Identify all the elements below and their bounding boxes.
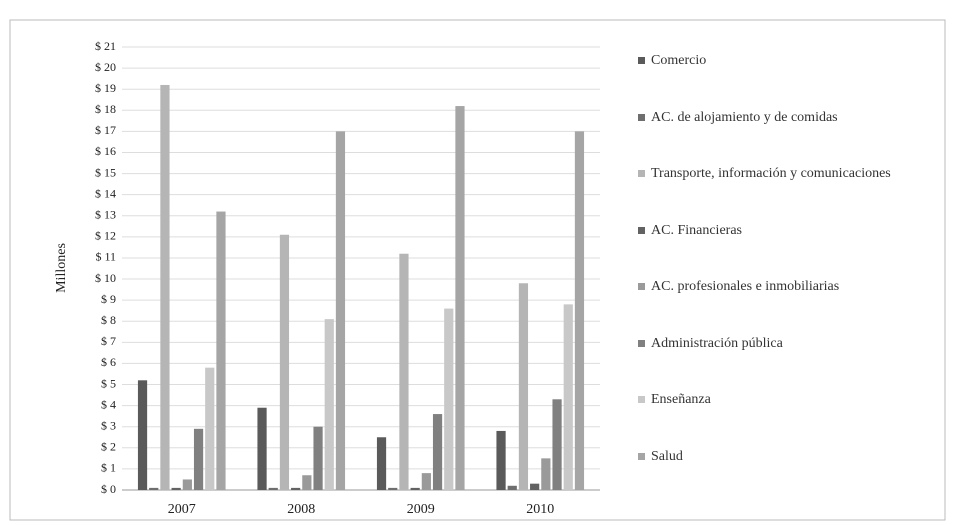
legend-item: AC. profesionales e inmobiliarias [638, 278, 938, 295]
y-axis-label: Millones [54, 243, 69, 293]
chart-frame [9, 19, 946, 521]
legend-label: Transporte, información y comunicaciones [651, 166, 891, 181]
legend-item: AC. Financieras [638, 222, 938, 239]
y-tick-label: $ 18 [95, 102, 116, 116]
bar [421, 473, 431, 490]
bar [171, 487, 181, 490]
legend-label: Salud [651, 448, 683, 464]
bar [182, 479, 192, 490]
y-tick-label: $ 16 [95, 144, 116, 158]
y-tick-label: $ 8 [101, 313, 116, 327]
bar [530, 483, 540, 490]
legend-item: Comercio [638, 52, 938, 69]
bar [335, 131, 346, 490]
bar [388, 487, 398, 490]
y-tick-label: $ 4 [101, 397, 116, 411]
legend-swatch [638, 170, 645, 177]
bar [455, 106, 465, 491]
y-tick-label: $ 15 [95, 165, 116, 179]
bar [137, 380, 148, 490]
bar [291, 487, 301, 490]
y-tick-label: $ 3 [101, 418, 116, 432]
bar [552, 399, 562, 490]
y-tick-label: $ 19 [95, 81, 116, 95]
bar [302, 475, 312, 490]
bar [216, 211, 226, 491]
bar [257, 407, 267, 490]
bar [268, 487, 278, 490]
bar [432, 414, 443, 490]
y-tick-label: $ 9 [101, 292, 116, 306]
y-tick-label: $ 11 [95, 250, 116, 264]
x-tick-label: 2007 [168, 502, 196, 517]
legend-swatch [638, 396, 645, 403]
bar [313, 426, 323, 490]
bar [193, 428, 204, 490]
legend-swatch [638, 113, 645, 121]
legend-label: Enseñanza [651, 392, 711, 407]
legend-swatch [638, 339, 645, 347]
bar [205, 367, 215, 490]
bar [149, 487, 159, 490]
bar [518, 283, 529, 490]
bar [410, 487, 420, 490]
bar [399, 253, 409, 490]
y-tick-label: $ 12 [95, 229, 116, 243]
legend-item: Enseñanza [638, 391, 938, 408]
y-tick-label: $ 0 [101, 482, 116, 496]
bar [574, 131, 585, 490]
legend-swatch [638, 452, 645, 460]
y-tick-label: $ 5 [101, 376, 116, 390]
y-tick-label: $ 13 [95, 208, 116, 222]
legend-item: Transporte, información y comunicaciones [638, 165, 938, 182]
y-tick-label: $ 10 [95, 271, 116, 285]
legend-label: AC. Financieras [651, 222, 742, 238]
legend-label: Administración pública [651, 335, 783, 351]
legend-label: Comercio [651, 53, 707, 68]
y-tick-label: $ 2 [101, 440, 116, 454]
bar [563, 304, 573, 490]
x-tick-label: 2008 [287, 502, 315, 517]
legend-item: Salud [638, 448, 938, 465]
legend-item: AC. de alojamiento y de comidas [638, 109, 938, 126]
legend-swatch [638, 57, 645, 64]
x-tick-label: 2009 [407, 502, 435, 517]
y-tick-label: $ 1 [101, 461, 116, 475]
bar [444, 308, 454, 490]
bar [496, 430, 506, 490]
legend-label: AC. de alojamiento y de comidas [651, 109, 838, 125]
bar [376, 437, 387, 490]
bar [541, 458, 551, 490]
x-tick-label: 2010 [526, 502, 554, 517]
y-tick-label: $ 20 [95, 60, 116, 74]
bar [507, 485, 517, 490]
bar [160, 84, 170, 490]
legend-item: Administración pública [638, 335, 938, 352]
bar [324, 319, 334, 490]
y-tick-label: $ 21 [95, 39, 116, 53]
legend-label: AC. profesionales e inmobiliarias [651, 279, 840, 294]
bar [279, 234, 290, 490]
y-tick-label: $ 17 [95, 123, 116, 137]
legend-swatch [638, 226, 645, 234]
y-tick-label: $ 6 [101, 355, 116, 369]
y-tick-label: $ 7 [101, 334, 116, 348]
y-tick-label: $ 14 [95, 186, 116, 200]
legend-swatch [638, 283, 645, 290]
